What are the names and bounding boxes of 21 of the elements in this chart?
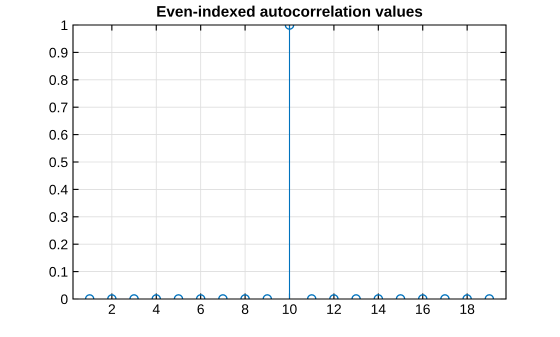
- x-tick-label: 16: [416, 304, 430, 314]
- chart-title: Even-indexed autocorrelation values: [157, 6, 422, 17]
- y-tick-label: 0.1: [49, 266, 68, 277]
- x-tick-label: 8: [242, 304, 248, 314]
- y-tick-label: 0.4: [49, 184, 68, 195]
- x-tick-label: 2: [108, 304, 116, 314]
- y-tick-label: 0.3: [49, 212, 68, 222]
- y-tick-label: 0.5: [49, 157, 68, 168]
- x-tick-label: 14: [372, 304, 386, 314]
- y-tick-label: 0: [60, 294, 68, 304]
- y-tick-label: 0.9: [49, 48, 68, 58]
- x-tick-label: 18: [460, 304, 474, 314]
- y-tick-label: 0.7: [49, 102, 68, 112]
- y-tick-label: 0.8: [49, 75, 68, 85]
- y-tick-label: 0.2: [49, 240, 68, 250]
- x-tick-label: 6: [198, 304, 204, 314]
- y-tick-label: 0.6: [49, 130, 68, 140]
- x-tick-label: 10: [282, 304, 297, 314]
- x-tick-label: 12: [327, 304, 341, 314]
- x-tick-label: 4: [152, 304, 160, 314]
- y-tick-label: 1: [61, 20, 68, 30]
